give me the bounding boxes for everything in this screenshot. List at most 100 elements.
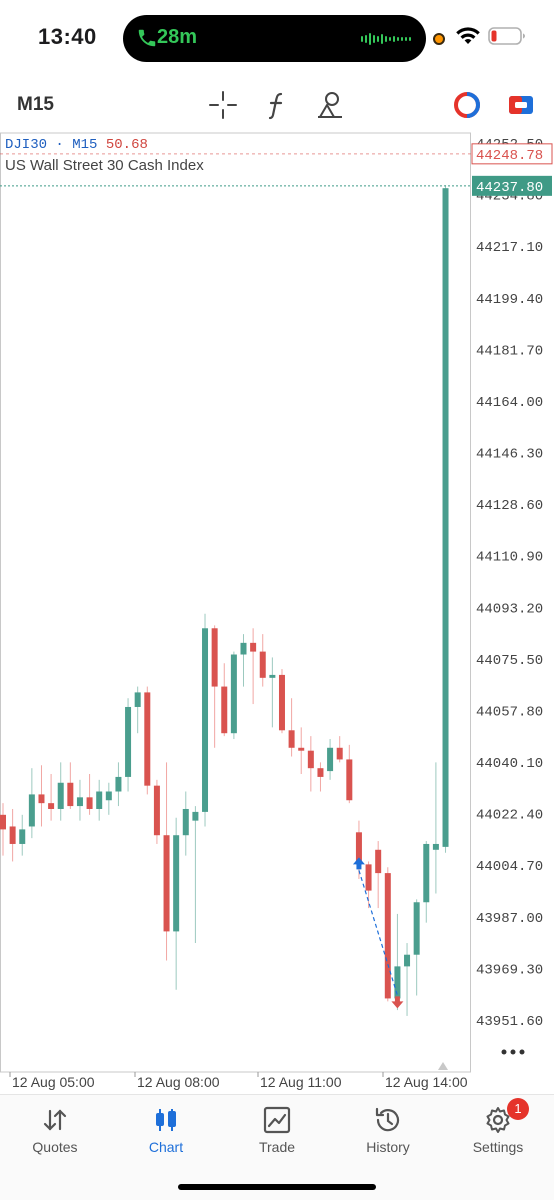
candle-body [346, 759, 353, 801]
tab-quotes[interactable]: Quotes [0, 1095, 110, 1165]
y-tick-label: 43969.30 [476, 962, 543, 978]
crosshair-icon[interactable] [208, 90, 238, 120]
trade-toggle-icon[interactable] [506, 90, 536, 120]
settings-icon [486, 1107, 510, 1133]
y-tick-label: 44164.00 [476, 395, 543, 411]
status-time: 13:40 [38, 24, 97, 49]
candle-body [327, 747, 334, 772]
candle-body [182, 808, 189, 836]
color-scheme-icon[interactable] [452, 90, 482, 120]
bid-price-box [472, 175, 552, 196]
tab-label: Chart [148, 1139, 184, 1155]
objects-icon[interactable] [315, 90, 345, 120]
wifi-icon [456, 27, 480, 44]
candle-body [269, 674, 276, 678]
trade-connector-line [358, 870, 398, 996]
y-tick-label: 44093.20 [476, 601, 543, 617]
y-tick-label: 44146.30 [476, 447, 543, 463]
candle-body [394, 966, 401, 999]
candle-body [413, 902, 420, 955]
candle-body [240, 642, 247, 655]
y-tick-label: 44022.40 [476, 808, 543, 824]
battery-icon [488, 27, 525, 45]
candle-body [67, 782, 74, 807]
candle-body [230, 654, 237, 734]
candle-body [202, 628, 209, 812]
candle-body [48, 803, 55, 809]
candle-body [105, 791, 112, 801]
ask-price-label: 44248.78 [476, 148, 543, 164]
candle-body [134, 692, 141, 707]
x-tick-label: 12 Aug 08:00 [137, 1074, 220, 1090]
tab-label: Settings [472, 1139, 524, 1155]
buy-arrow-icon [352, 857, 365, 870]
call-pill[interactable]: 28m [123, 15, 426, 62]
price-chart[interactable]: 44252.5044234.8044217.1044199.4044181.70… [0, 0, 554, 1092]
candle-body [192, 811, 199, 821]
phone-icon [138, 29, 156, 47]
candle-body [76, 797, 83, 807]
candle-body [432, 843, 439, 850]
candle-body [163, 835, 170, 932]
plot-frame [0, 132, 471, 1073]
ask-price-box [471, 143, 553, 165]
candle-body [221, 686, 228, 734]
timeframe-selector[interactable]: M15 [17, 94, 54, 115]
candle-body [384, 873, 391, 999]
candle-body [375, 849, 382, 874]
y-tick-label: 43951.60 [476, 1014, 543, 1030]
indicators-icon[interactable] [262, 90, 292, 120]
tab-trade[interactable]: Trade [222, 1095, 332, 1165]
y-tick-label: 44199.40 [476, 292, 543, 308]
privacy-indicator [433, 33, 445, 45]
tab-bar: Quotes Chart Trade History 1 Settin [0, 1094, 554, 1200]
tab-label: Quotes [32, 1139, 78, 1155]
y-tick-label: 44040.10 [476, 756, 543, 772]
candle-body [115, 776, 122, 792]
x-tick-label: 12 Aug 11:00 [260, 1074, 342, 1090]
status-bar: 13:40 28m [0, 0, 554, 80]
candle-body [38, 794, 45, 804]
candle-body [259, 651, 266, 678]
y-tick-label: 43987.00 [476, 911, 543, 927]
y-tick-label: 44110.90 [476, 550, 543, 566]
candle-body [28, 794, 35, 827]
candlestick-chart[interactable]: 44252.5044234.8044217.1044199.4044181.70… [0, 0, 554, 1092]
tab-history[interactable]: History [333, 1095, 443, 1165]
candle-body [57, 782, 64, 809]
symbol-description: US Wall Street 30 Cash Index [5, 157, 204, 174]
symbol-timeframe: M15 [72, 137, 98, 153]
sell-arrow-icon [391, 996, 404, 1009]
quotes-icon [43, 1109, 67, 1131]
bid-price-label: 44237.80 [476, 180, 543, 196]
symbol-bid: 50.68 [105, 137, 148, 153]
y-tick-label: 44128.60 [476, 498, 543, 514]
candle-body [0, 814, 6, 830]
header-separator: · [55, 137, 64, 153]
candle-body [278, 674, 285, 731]
candle-body [442, 188, 449, 847]
candle-body [250, 642, 257, 652]
candle-body [9, 826, 16, 844]
x-tick-label: 12 Aug 05:00 [12, 1074, 95, 1090]
candle-body [125, 706, 132, 777]
more-icon[interactable] [500, 1046, 526, 1058]
y-tick-label: 44181.70 [476, 343, 543, 359]
x-tick-label: 12 Aug 14:00 [385, 1074, 468, 1090]
tab-settings[interactable]: 1 Settings [443, 1095, 553, 1165]
chart-symbol-header: DJI30 · M15 50.68 [5, 137, 148, 153]
candle-body [317, 768, 324, 777]
symbol-name: DJI30 [5, 137, 48, 153]
chart-icon [156, 1109, 176, 1131]
candle-body [423, 843, 430, 903]
candle-body [404, 954, 411, 967]
call-duration: 28m [157, 26, 198, 48]
notification-badge: 1 [507, 1098, 529, 1120]
tab-chart[interactable]: Chart [111, 1095, 221, 1165]
chart-shift-icon [438, 1062, 448, 1070]
candle-body [153, 785, 160, 836]
candle-body [307, 750, 314, 769]
candle-body [365, 864, 372, 891]
candle-body [96, 791, 103, 809]
chart-toolbar: M15 [0, 80, 554, 130]
